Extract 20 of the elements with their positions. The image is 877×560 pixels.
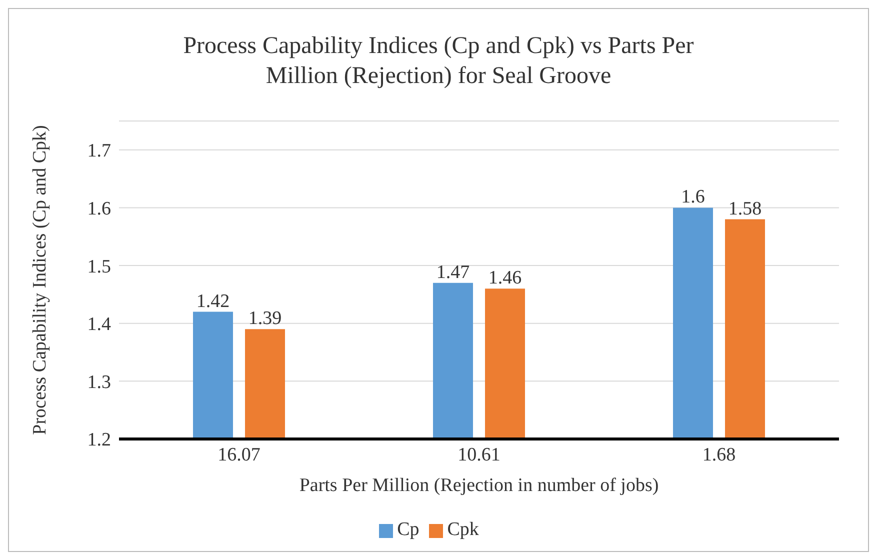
data-label: 1.46 [488, 268, 522, 289]
data-label: 1.39 [248, 308, 282, 330]
x-tick-label: 10.61 [458, 444, 500, 466]
y-axis-title: Process Capability Indices (Cp and Cpk) [30, 125, 51, 435]
y-tick-label: 1.7 [87, 140, 111, 162]
x-axis-title: Parts Per Million (Rejection in number of jobs) [299, 475, 659, 496]
chart-title: Process Capability Indices (Cp and Cpk) vs Parts Per Million (Rejection) for Seal Groove [182, 32, 695, 91]
y-tick-label: 1.5 [87, 256, 111, 278]
legend-label: Cpk [447, 519, 479, 540]
x-tick-label: 16.07 [218, 444, 260, 466]
legend-label: Cp [397, 519, 420, 540]
y-tick-label: 1.4 [87, 314, 112, 336]
y-tick-label: 1.2 [87, 430, 111, 451]
y-tick-label: 1.6 [87, 198, 111, 220]
y-tick-label: 1.3 [87, 372, 111, 393]
x-tick-label: 1.68 [702, 444, 736, 466]
data-label: 1.58 [728, 198, 762, 220]
data-label: 1.6 [681, 186, 705, 208]
data-label: 1.42 [196, 290, 230, 312]
data-label: 1.47 [436, 262, 470, 283]
